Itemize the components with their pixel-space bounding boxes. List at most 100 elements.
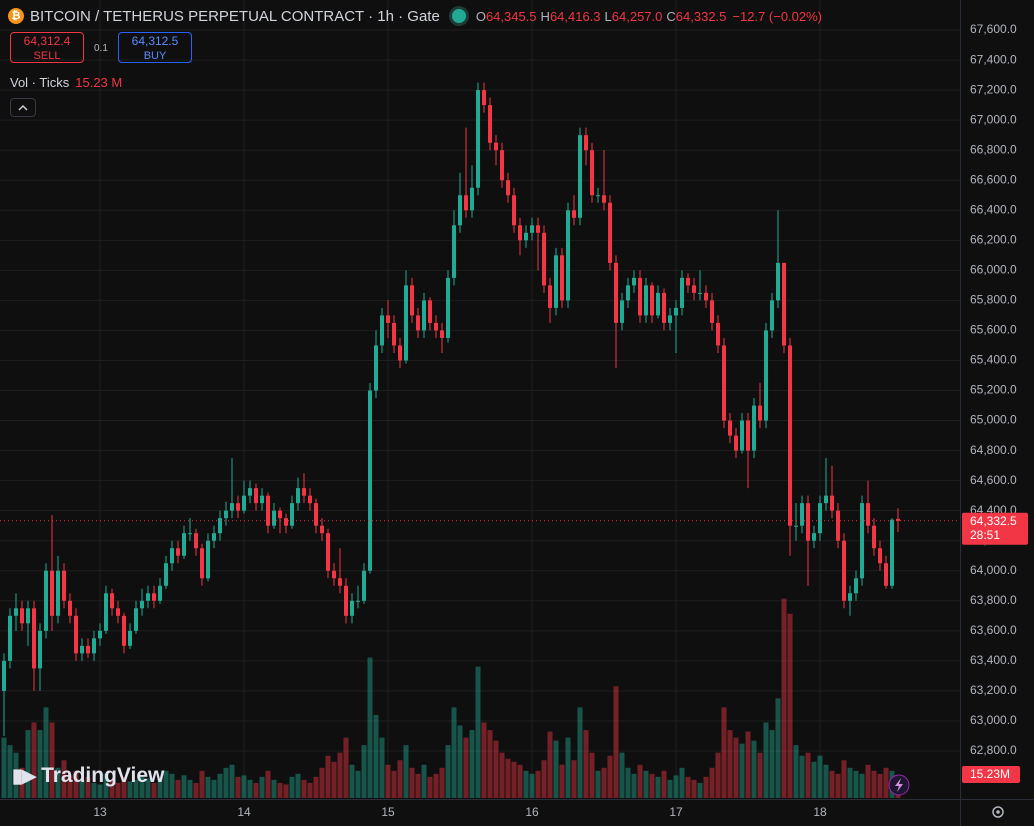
candle-body [584, 135, 588, 151]
candle-body [842, 540, 846, 601]
candle-body [644, 285, 648, 316]
volume-bar [247, 779, 253, 798]
volume-bar [619, 752, 625, 798]
volume-bar [835, 773, 841, 798]
volume-bar [433, 773, 439, 798]
candle-body [80, 645, 84, 654]
candle-body [176, 548, 180, 556]
volume-bar [829, 770, 835, 798]
candle-body [446, 277, 450, 338]
candle-body [566, 210, 570, 301]
y-tick-label: 63,200.0 [970, 683, 1017, 697]
y-tick-label: 66,200.0 [970, 232, 1017, 246]
volume-bar [541, 760, 547, 798]
volume-bar [547, 731, 553, 798]
volume-bar [319, 767, 325, 798]
volume-bar [703, 776, 709, 798]
candle-body [506, 180, 510, 196]
candle-body [20, 608, 24, 624]
volume-bar [529, 773, 535, 798]
candle-body [338, 578, 342, 586]
volume-bar [169, 773, 175, 798]
volume-bar [823, 764, 829, 798]
candle-body [152, 593, 156, 601]
volume-bar [343, 737, 349, 798]
volume-bar [697, 782, 703, 798]
volume-bar [853, 770, 859, 798]
candle-body [758, 405, 762, 421]
x-tick-label: 15 [381, 805, 395, 819]
candle-body [266, 495, 270, 526]
volume-bar [133, 779, 139, 798]
volume-bar [787, 613, 793, 798]
volume-bar [727, 730, 733, 798]
ohlc-key: L [604, 8, 612, 24]
candle-body [830, 495, 834, 511]
settings-button[interactable] [992, 806, 1004, 818]
candle-body [380, 315, 384, 346]
volume-legend: Vol · Ticks 15.23 M [10, 75, 122, 90]
candle-body [194, 533, 198, 549]
symbol-title[interactable]: BITCOIN / TETHERUS PERPETUAL CONTRACT · … [30, 7, 440, 25]
volume-bar [565, 737, 571, 798]
candle-body [482, 90, 486, 106]
candle-body [128, 630, 132, 646]
candle-body [674, 307, 678, 316]
y-tick-label: 66,400.0 [970, 202, 1017, 216]
candle-body [248, 488, 252, 496]
change: −12.7 (−0.02%) [732, 8, 823, 24]
candle-body [560, 255, 564, 301]
candle-body [470, 187, 474, 211]
ohlc-low: L64,257.0 [605, 9, 663, 24]
volume-bar [769, 730, 775, 798]
volume-bar [217, 773, 223, 798]
candle-body [386, 315, 390, 323]
candle-body [272, 510, 276, 526]
volume-bar [421, 764, 427, 798]
y-tick-label: 63,000.0 [970, 713, 1017, 727]
candle-body [164, 563, 168, 586]
status-dot [451, 9, 466, 23]
volume-bar [655, 776, 661, 798]
candle-body [254, 488, 258, 504]
candle-body [572, 210, 576, 218]
volume-bar [295, 773, 301, 798]
candle-body [614, 262, 618, 323]
volume-bar [313, 776, 319, 798]
y-tick-label: 67,400.0 [970, 52, 1017, 66]
volume-bar [115, 782, 121, 798]
candle-body [764, 330, 768, 421]
coin-icon: ₿ [8, 8, 24, 24]
candle-body [206, 540, 210, 579]
volume-bar [331, 761, 337, 798]
y-tick-label: 67,000.0 [970, 112, 1017, 126]
volume-bar [679, 767, 685, 798]
y-tick-label: 67,200.0 [970, 82, 1017, 96]
candle-body [410, 285, 414, 316]
candle-body [824, 495, 828, 504]
quantity: 0.1 [94, 43, 108, 54]
candle-body [2, 660, 6, 691]
volume-bar [625, 767, 631, 798]
volume-bar [745, 731, 751, 798]
y-tick-label: 62,800.0 [970, 743, 1017, 757]
y-tick-label: 64,600.0 [970, 473, 1017, 487]
buy-button[interactable]: 64,312.5 BUY [118, 32, 192, 63]
volume-bar [379, 737, 385, 798]
sell-label: SELL [33, 50, 61, 62]
volume-bar [139, 775, 145, 798]
volume-bar [535, 770, 541, 798]
candle-body [374, 345, 378, 391]
volume-bar [175, 779, 181, 798]
candle-body [200, 548, 204, 579]
volume-bar [763, 722, 769, 798]
candle-body [722, 345, 726, 421]
collapse-button[interactable] [10, 98, 36, 117]
sell-button[interactable]: 64,312.4 SELL [10, 32, 84, 63]
volume-bar [499, 752, 505, 798]
volume-bar [877, 773, 883, 798]
volume-bar [355, 770, 361, 798]
volume-bar [85, 776, 91, 798]
candle-body [872, 525, 876, 549]
volume-bar [55, 767, 61, 798]
